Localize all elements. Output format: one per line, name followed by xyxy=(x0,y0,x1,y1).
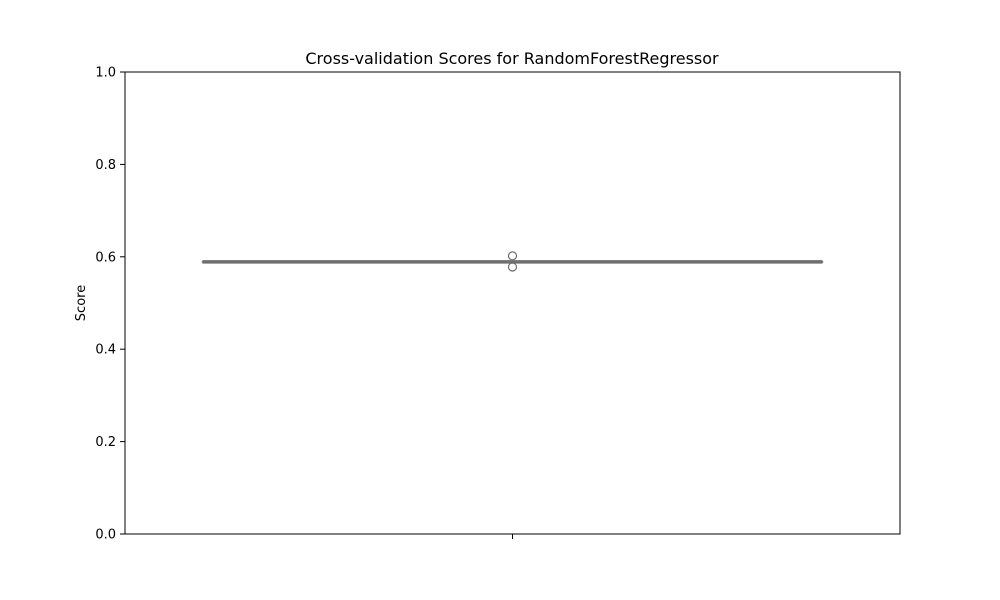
y-axis: 0.0 0.2 0.4 0.6 0.8 1.0 xyxy=(95,66,125,543)
y-tick-label: 0.6 xyxy=(95,250,116,265)
y-tick-label: 1.0 xyxy=(95,66,116,81)
box-plot-group xyxy=(201,251,824,272)
chart-title: Cross-validation Scores for RandomForest… xyxy=(305,49,719,68)
y-tick-label: 0.2 xyxy=(95,435,116,450)
plot-area-frame xyxy=(124,71,901,535)
y-tick-label: 0.0 xyxy=(95,528,116,543)
outlier-point xyxy=(507,251,518,261)
outlier-point xyxy=(507,262,518,272)
y-tick-label: 0.4 xyxy=(95,343,116,358)
y-tick-label: 0.8 xyxy=(95,158,116,173)
y-axis-label: Score xyxy=(74,285,89,321)
